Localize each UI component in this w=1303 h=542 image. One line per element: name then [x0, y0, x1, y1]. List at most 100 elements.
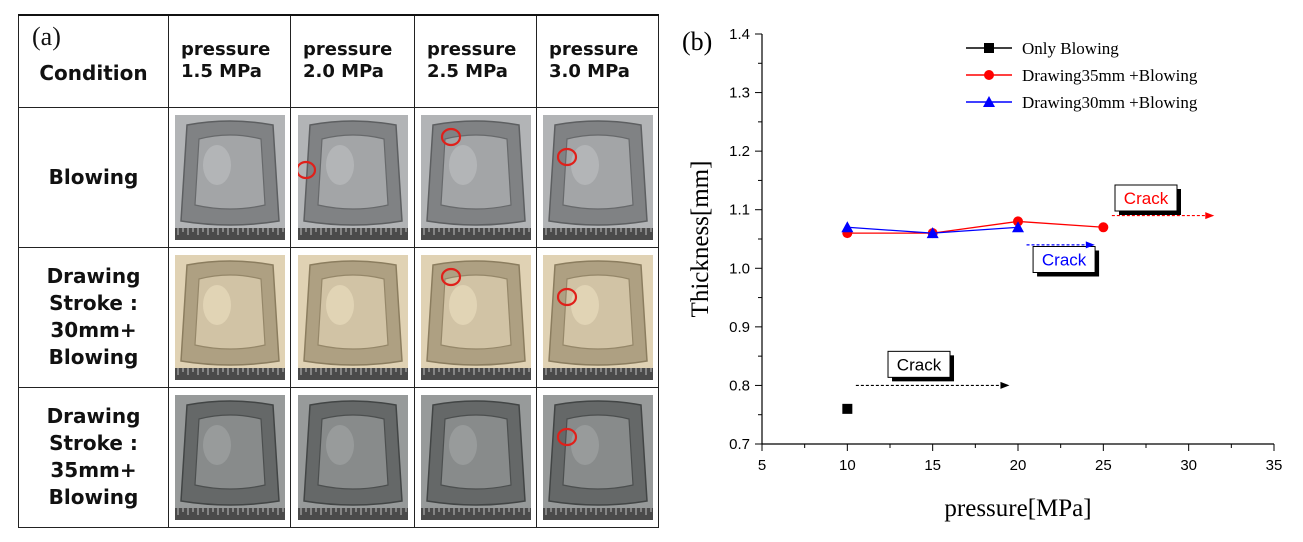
x-axis-label: pressure[MPa] — [944, 495, 1091, 522]
data-point-square — [984, 43, 994, 53]
y-tick-label: 1.4 — [729, 26, 750, 43]
cup-highlight — [570, 144, 599, 185]
pressure-header-value: 1.5 MPa — [181, 61, 262, 83]
pressure-header-value: 3.0 MPa — [549, 61, 630, 83]
photo-cell — [536, 106, 659, 248]
ruler-strip — [542, 507, 653, 520]
cup-highlight — [202, 144, 231, 185]
ruler-strip — [542, 227, 653, 240]
pressure-header-value: 2.5 MPa — [427, 61, 508, 83]
row-label-line: Drawing — [46, 404, 141, 428]
crack-marker-circle — [556, 427, 577, 446]
row-drawing-30: Drawing Stroke : 30mm+ Blowing — [18, 246, 659, 388]
condition-header: Condition — [39, 61, 148, 86]
ruler-strip — [297, 227, 408, 240]
x-tick-label: 15 — [924, 457, 941, 474]
pressure-header-word: pressure — [427, 39, 517, 61]
crack-marker-circle — [556, 287, 577, 306]
specimen-photo — [297, 254, 408, 380]
x-tick-label: 25 — [1095, 457, 1112, 474]
row-label-blowing: Blowing — [18, 106, 169, 248]
pressure-header-word: pressure — [549, 39, 639, 61]
photo-cell — [536, 246, 659, 388]
row-drawing-35: Drawing Stroke : 35mm+ Blowing — [18, 386, 659, 528]
pressure-header-word: pressure — [181, 39, 271, 61]
specimen-photo — [174, 254, 285, 380]
data-point-triangle — [926, 227, 939, 239]
photo-table: Condition pressure 1.5 MPa pressure 2.0 MP… — [18, 14, 659, 528]
photo-cell — [536, 386, 659, 528]
ruler-strip — [174, 507, 285, 520]
crack-marker-circle — [297, 160, 316, 179]
specimen-photo — [174, 394, 285, 520]
header-row: Condition pressure 1.5 MPa pressure 2.0 MP… — [18, 14, 659, 108]
y-tick-label: 0.7 — [729, 436, 750, 453]
data-point-circle — [984, 70, 994, 80]
data-point-triangle — [983, 96, 995, 107]
pressure-header-3: pressure 2.5 MPa — [414, 14, 537, 108]
ruler-strip — [174, 367, 285, 380]
data-point-triangle — [1012, 221, 1024, 233]
cup-highlight — [448, 424, 477, 465]
row-label-drawing-30: Drawing Stroke : 30mm+ Blowing — [18, 246, 169, 388]
specimen-photo — [542, 254, 653, 380]
cup-highlight — [325, 144, 354, 185]
ruler-strip — [542, 367, 653, 380]
annotation-arrowhead — [1000, 381, 1010, 389]
y-tick-label: 1.1 — [729, 202, 750, 219]
y-tick-label: 1.2 — [729, 143, 750, 160]
annotation-label: Crack — [1124, 189, 1169, 208]
series-line — [847, 220, 1104, 234]
row-label-line: Blowing — [48, 485, 139, 509]
pressure-header-word: pressure — [303, 39, 393, 61]
cup-highlight — [202, 284, 231, 325]
annotation-box — [887, 350, 951, 378]
annotation-label: Crack — [897, 355, 942, 374]
legend-entry-label: Drawing30mm +Blowing — [1022, 93, 1198, 112]
cup-highlight — [448, 284, 477, 325]
specimen-photo — [420, 394, 531, 520]
specimen-photo — [542, 394, 653, 520]
photo-cell — [290, 246, 415, 388]
data-point-triangle — [841, 221, 854, 233]
crack-marker-circle — [440, 267, 461, 286]
row-label-drawing-35: Drawing Stroke : 35mm+ Blowing — [18, 386, 169, 528]
y-tick-label: 1.0 — [729, 260, 750, 277]
annotation-box — [1114, 184, 1178, 212]
ruler-strip — [174, 227, 285, 240]
photo-cell — [168, 106, 291, 248]
cup-highlight — [448, 144, 477, 185]
legend-entry-label: Drawing35mm +Blowing — [1022, 66, 1198, 85]
row-label-line: 30mm+ — [50, 318, 137, 342]
photo-cell — [168, 386, 291, 528]
photo-cell — [168, 246, 291, 388]
row-label-line: Stroke : — [49, 291, 138, 315]
cup-highlight — [325, 424, 354, 465]
annotation-arrowhead — [1205, 212, 1215, 220]
y-tick-label: 0.9 — [729, 319, 750, 336]
cup-highlight — [202, 424, 231, 465]
specimen-photo — [420, 254, 531, 380]
ruler-strip — [420, 367, 531, 380]
specimen-photo — [297, 114, 408, 240]
row-blowing: Blowing — [18, 106, 659, 248]
pressure-header-1: pressure 1.5 MPa — [168, 14, 291, 108]
photo-cell — [414, 246, 537, 388]
cup-highlight — [325, 284, 354, 325]
photo-cell — [290, 386, 415, 528]
pressure-header-2: pressure 2.0 MPa — [290, 14, 415, 108]
photo-cell — [414, 386, 537, 528]
ruler-strip — [420, 227, 531, 240]
crack-marker-circle — [440, 127, 461, 146]
row-label-line: Blowing — [48, 345, 139, 369]
row-label-line: Stroke : — [49, 431, 138, 455]
x-tick-label: 10 — [839, 457, 856, 474]
specimen-photo — [420, 114, 531, 240]
y-tick-label: 0.8 — [729, 377, 750, 394]
thickness-chart: 5 10 15 20 25 30 35 0.7 0.8 0.9 1.0 1.1 1.2 1.3 1.4 pre… — [682, 26, 1282, 522]
x-tick-label: 30 — [1180, 457, 1197, 474]
pressure-header-value: 2.0 MPa — [303, 61, 384, 83]
ruler-strip — [297, 367, 408, 380]
panel-b: 5 10 15 20 25 30 35 0.7 0.8 0.9 1.0 1.1 1.2 1.3 1.4 pre… — [676, 14, 1296, 534]
condition-header-cell: Condition — [18, 14, 169, 108]
